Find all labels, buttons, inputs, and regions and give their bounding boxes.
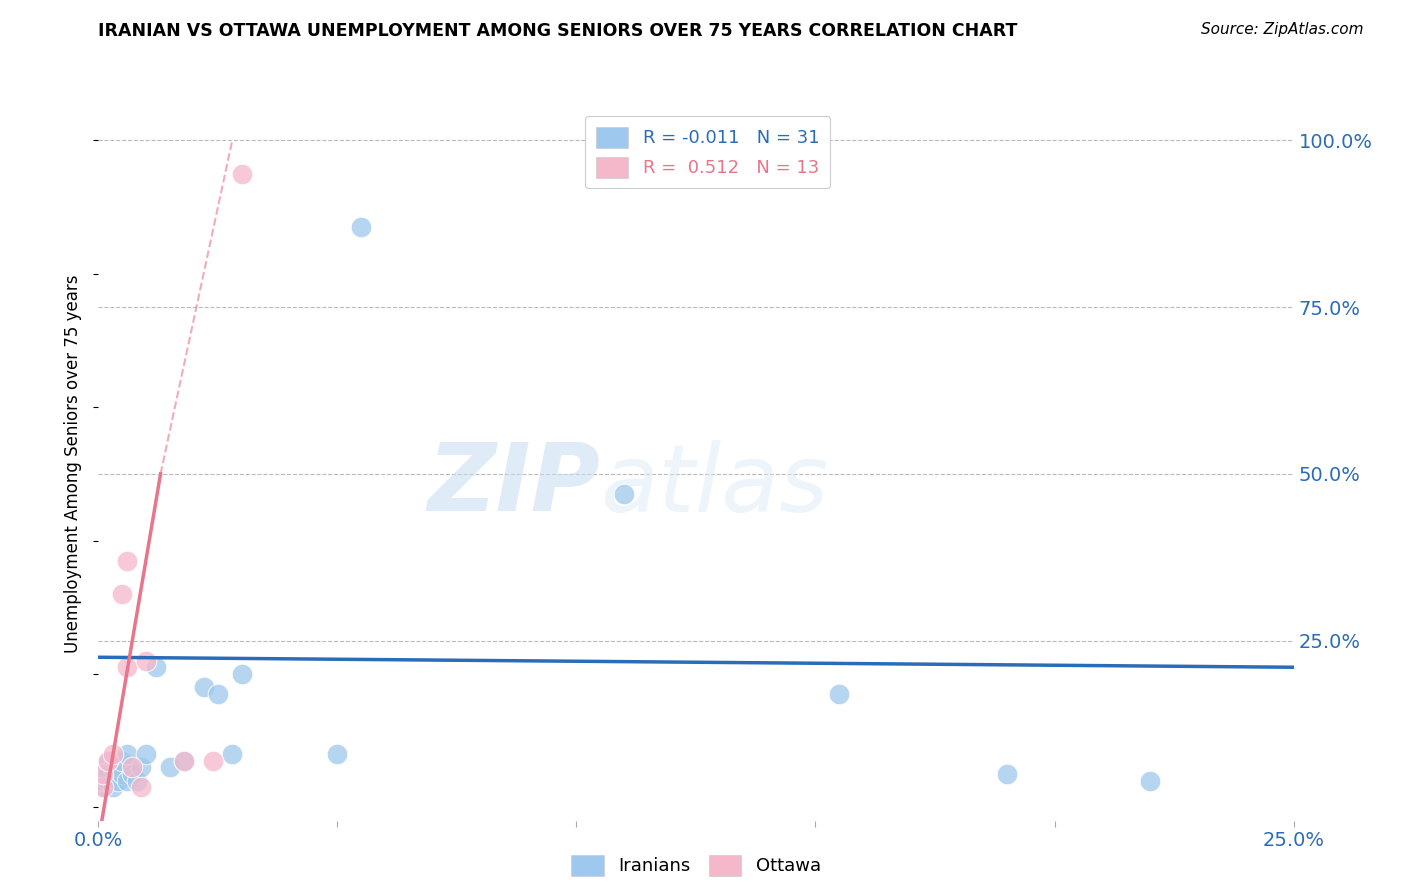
Point — [91, 767, 114, 781]
Point — [91, 773, 114, 788]
Point — [1139, 773, 1161, 788]
Point — [121, 760, 143, 774]
Point — [193, 680, 215, 694]
Point — [111, 754, 134, 768]
Text: IRANIAN VS OTTAWA UNEMPLOYMENT AMONG SENIORS OVER 75 YEARS CORRELATION CHART: IRANIAN VS OTTAWA UNEMPLOYMENT AMONG SEN… — [98, 22, 1018, 40]
Point — [135, 654, 157, 668]
Point — [97, 773, 120, 788]
Point — [159, 760, 181, 774]
Point — [115, 773, 138, 788]
Point — [125, 773, 148, 788]
Point — [173, 754, 195, 768]
Point — [91, 780, 114, 795]
Point — [115, 747, 138, 761]
Point — [111, 587, 134, 601]
Point — [121, 767, 143, 781]
Point — [107, 773, 129, 788]
Point — [326, 747, 349, 761]
Point — [101, 747, 124, 761]
Point — [97, 754, 120, 768]
Point — [231, 667, 253, 681]
Point — [173, 754, 195, 768]
Point — [995, 767, 1018, 781]
Text: atlas: atlas — [600, 440, 828, 531]
Point — [221, 747, 243, 761]
Point — [97, 754, 120, 768]
Point — [91, 767, 114, 781]
Point — [115, 660, 138, 674]
Point — [207, 687, 229, 701]
Point — [101, 760, 124, 774]
Point — [828, 687, 851, 701]
Text: Source: ZipAtlas.com: Source: ZipAtlas.com — [1201, 22, 1364, 37]
Y-axis label: Unemployment Among Seniors over 75 years: Unemployment Among Seniors over 75 years — [65, 275, 83, 653]
Legend: Iranians, Ottawa: Iranians, Ottawa — [564, 847, 828, 883]
Point — [131, 760, 153, 774]
Point — [131, 780, 153, 795]
Point — [107, 760, 129, 774]
Point — [97, 767, 120, 781]
Point — [231, 167, 253, 181]
Point — [202, 754, 225, 768]
Point — [145, 660, 167, 674]
Point — [613, 487, 636, 501]
Point — [350, 220, 373, 235]
Point — [115, 553, 138, 567]
Point — [135, 747, 157, 761]
Point — [91, 780, 114, 795]
Point — [111, 767, 134, 781]
Text: ZIP: ZIP — [427, 439, 600, 532]
Point — [101, 780, 124, 795]
